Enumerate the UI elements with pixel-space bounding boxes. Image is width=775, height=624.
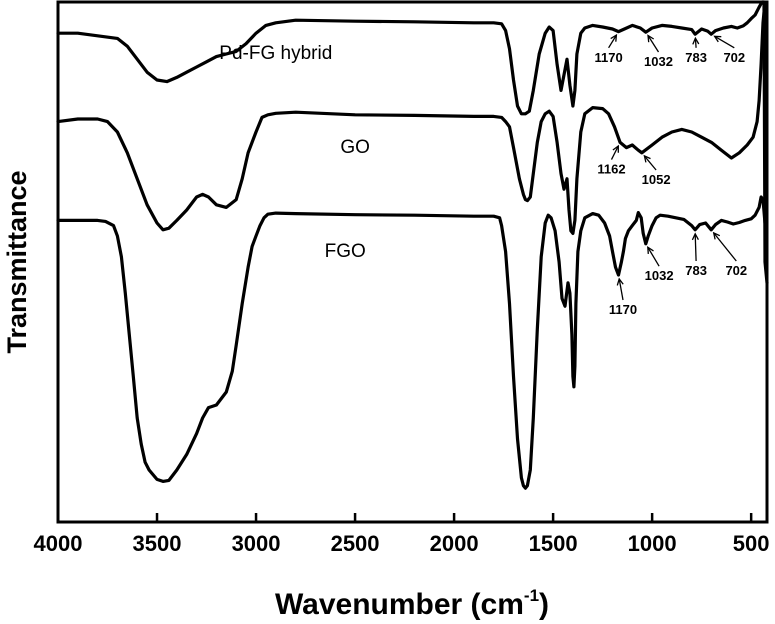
annotation-arrow-head — [643, 154, 651, 163]
annotation-layer: 1170 1032 783 702 1162 1052 1170 1032 783 702 — [594, 33, 747, 317]
annotation-label: 702 — [725, 263, 747, 278]
annotation-arrow-head — [647, 245, 654, 254]
x-tick-label: 500 — [733, 531, 770, 556]
annotation-arrow-head — [647, 34, 655, 43]
annotation-arrow-line — [647, 246, 660, 267]
peak-annotation-783: 783 — [685, 232, 707, 278]
annotation-arrow-line — [694, 233, 697, 262]
series-label-fgo: FGO — [325, 241, 366, 262]
annotation-arrow-line — [618, 278, 624, 301]
y-axis-title: Transmittance — [2, 170, 32, 353]
peak-annotation-702: 702 — [712, 231, 747, 278]
series-line-go — [56, 10, 768, 235]
annotation-arrow-head — [712, 231, 721, 240]
x-axis-title: Wavenumber (cm-1) — [275, 586, 549, 621]
annotation-arrow-head — [713, 35, 722, 43]
x-axis-title-sup: -1 — [524, 586, 539, 605]
peak-annotation-1170: 1170 — [609, 277, 637, 317]
peak-annotation-783: 783 — [685, 36, 707, 65]
annotation-arrow-line — [713, 232, 737, 262]
series-label-layer: Pd-FG hybrid GO FGO — [219, 43, 370, 262]
plot-frame — [56, 0, 769, 524]
annotation-arrow-line — [608, 34, 617, 49]
annotation-arrow-line — [694, 38, 697, 48]
series-line-fgo — [56, 195, 768, 490]
x-tick-label: 3500 — [133, 531, 182, 556]
x-tick-label: 3000 — [232, 531, 281, 556]
annotation-label: 1170 — [609, 302, 637, 317]
annotation-label: 702 — [723, 50, 745, 65]
peak-annotation-1032: 1032 — [645, 245, 674, 283]
annotation-label: 783 — [685, 50, 707, 65]
annotation-arrow-head — [612, 144, 619, 153]
x-tick-label: 1000 — [628, 531, 677, 556]
series-line-pd-fg-hybrid — [56, 0, 769, 285]
annotation-arrow-head — [691, 232, 699, 241]
x-tick-label: 1500 — [529, 531, 578, 556]
annotation-arrow-line — [643, 155, 657, 171]
annotation-label: 1162 — [597, 162, 625, 177]
peak-annotation-1052: 1052 — [642, 154, 671, 187]
x-tick-label: 4000 — [34, 531, 83, 556]
series-label-go: GO — [340, 137, 370, 158]
x-tick-label: 2000 — [430, 531, 479, 556]
annotation-arrow-line — [714, 35, 735, 49]
annotation-label: 1170 — [594, 50, 622, 65]
annotation-label: 1052 — [642, 172, 671, 187]
spectra-layer — [56, 0, 769, 490]
annotation-arrow-head — [692, 36, 700, 45]
peak-annotation-702: 702 — [713, 35, 745, 65]
annotation-label: 783 — [685, 263, 707, 278]
annotation-label: 1032 — [644, 54, 673, 69]
x-axis-ticks: 4000 3500 3000 2500 2000 1500 1000 500 — [34, 513, 770, 556]
x-tick-label: 2500 — [331, 531, 380, 556]
peak-annotation-1032: 1032 — [644, 34, 673, 69]
peak-annotation-1162: 1162 — [597, 144, 626, 177]
x-axis-title-close: ) — [539, 588, 549, 621]
x-axis-title-main: Wavenumber (cm — [275, 588, 524, 621]
annotation-label: 1032 — [645, 268, 674, 283]
annotation-arrow-line — [647, 35, 660, 53]
annotation-arrow-head — [616, 277, 624, 286]
series-label-pd-fg-hybrid: Pd-FG hybrid — [219, 43, 332, 64]
peak-annotation-1170: 1170 — [594, 33, 623, 65]
annotation-arrow-line — [610, 145, 619, 160]
annotation-arrow-head — [610, 33, 618, 42]
